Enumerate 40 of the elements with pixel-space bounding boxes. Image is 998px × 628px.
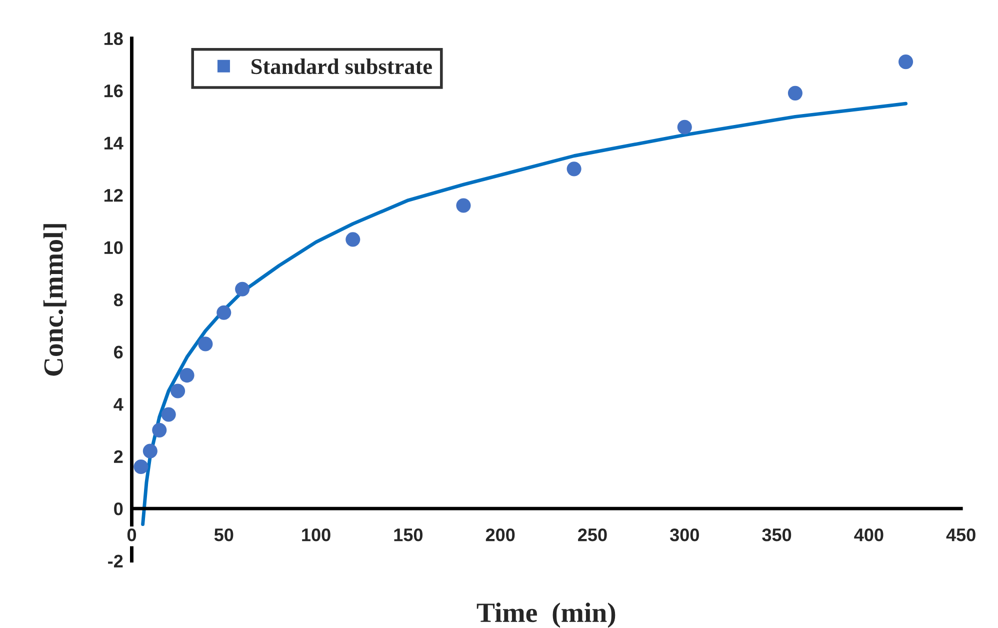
y-tick-label: 16 <box>104 84 123 98</box>
point <box>170 384 186 398</box>
x-axis-title: Time (min) <box>476 602 616 628</box>
line-series <box>141 102 908 526</box>
y-tick-label: 12 <box>104 188 123 202</box>
point <box>198 336 213 352</box>
y-tick-label: 8 <box>114 293 123 306</box>
x-tick-label: 150 <box>394 528 423 542</box>
x-tick-label: 200 <box>486 528 515 542</box>
y-tick-label: 6 <box>114 346 123 359</box>
point <box>346 232 360 247</box>
y-tick-label: -2 <box>108 554 123 568</box>
point <box>134 459 148 474</box>
x-tick-label: 400 <box>854 528 884 542</box>
y-axis-title: Conc.[mmol] <box>43 224 66 376</box>
y-tick-label: 18 <box>104 32 123 46</box>
y-tick-label: 0 <box>114 502 123 516</box>
point <box>456 198 471 213</box>
legend-label: Standard substrate <box>252 58 432 74</box>
x-tick-label: 450 <box>946 528 976 542</box>
point <box>142 444 158 458</box>
point <box>566 162 582 176</box>
x-tick-label: 100 <box>302 528 330 542</box>
x-tick-label: 350 <box>762 528 792 542</box>
point <box>152 422 167 438</box>
y-tick-label: 2 <box>114 450 123 463</box>
x-tick-label: 0 <box>127 528 136 542</box>
point <box>677 120 692 134</box>
y-tick-label: 14 <box>104 136 124 150</box>
point <box>216 305 232 320</box>
point <box>898 54 914 70</box>
x-tick-label: 50 <box>214 528 234 542</box>
x-tick-label: 250 <box>578 528 607 542</box>
point <box>235 282 250 296</box>
x-tick-label: 300 <box>670 528 699 542</box>
y-tick-label: 10 <box>104 241 123 254</box>
y-tick-label: 4 <box>114 398 124 411</box>
point <box>788 86 802 100</box>
point <box>180 368 194 383</box>
point <box>161 407 176 422</box>
